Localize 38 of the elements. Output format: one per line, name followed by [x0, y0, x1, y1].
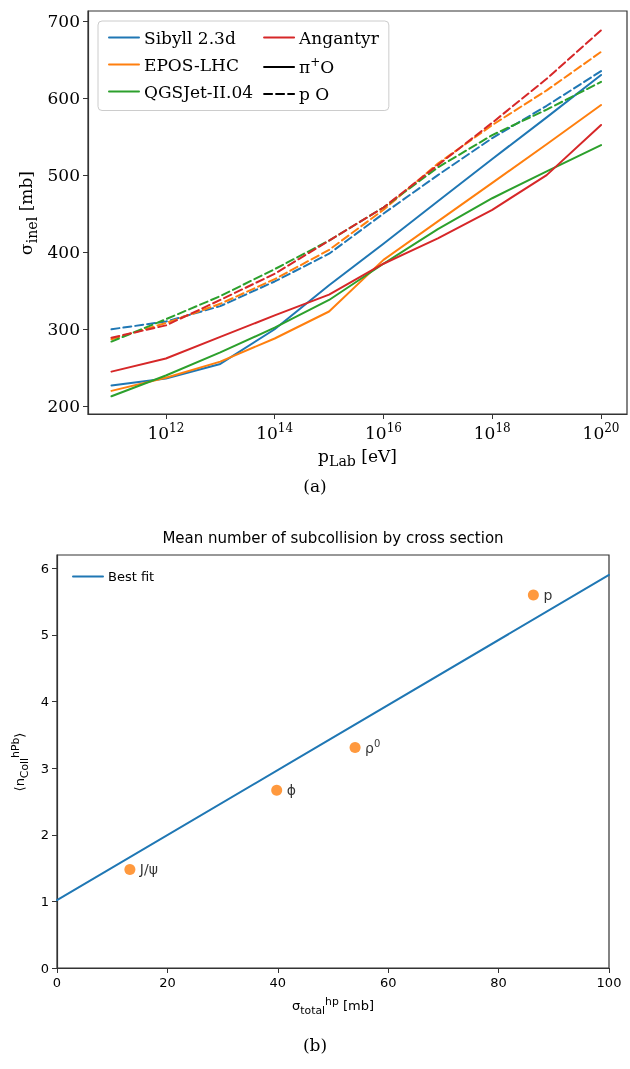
x-tick-label: 80 — [490, 975, 507, 990]
x-tick-label: 40 — [269, 975, 287, 990]
y-tick-label: 2 — [40, 827, 49, 843]
y-tick-label: 5 — [40, 627, 49, 643]
x-axis-title: σ$_{total}$$^{hp}$ [mb] — [291, 995, 375, 1017]
text: (b) — [301, 1035, 329, 1055]
legend-label: QGSJet-II.04 — [144, 81, 254, 102]
legend-label: EPOS-LHC — [144, 54, 239, 75]
y-tick-label: 500 — [47, 165, 80, 186]
line-series — [110, 144, 603, 398]
legend-label: Best fit — [108, 569, 155, 584]
x-tick-label: 20 — [159, 975, 176, 990]
y-tick-label: 4 — [40, 694, 49, 710]
x-tick-label: 100 — [596, 975, 622, 990]
legend-label: p O — [299, 84, 330, 104]
legend-label: π+O — [299, 55, 335, 77]
point — [124, 863, 136, 875]
x-tick-label: 60 — [379, 975, 397, 990]
y-tick-label: 600 — [47, 88, 80, 109]
legend-label: Angantyr — [298, 27, 380, 48]
x-axis-title: p$_{Lab}$ [eV] — [317, 446, 398, 470]
point — [527, 589, 539, 601]
y-tick-label: 400 — [47, 242, 80, 263]
chart-title: Mean number of subcollision by cross section — [161, 529, 505, 547]
y-tick-label: 300 — [47, 319, 80, 340]
annotation: ϕ — [286, 782, 296, 799]
y-tick-label: 0 — [40, 960, 49, 976]
point — [349, 742, 361, 754]
y-tick-label: 3 — [40, 760, 49, 776]
legend-label: Sibyll 2.3d — [144, 27, 236, 48]
y-tick-label: 700 — [47, 11, 80, 32]
annotation: J/ψ — [138, 861, 158, 878]
y-tick-label: 200 — [47, 396, 80, 417]
point — [271, 784, 283, 796]
y-tick-label: 1 — [40, 893, 49, 909]
text: (a) — [302, 476, 328, 496]
annotation: p — [543, 586, 553, 603]
y-tick-label: 6 — [40, 560, 49, 576]
